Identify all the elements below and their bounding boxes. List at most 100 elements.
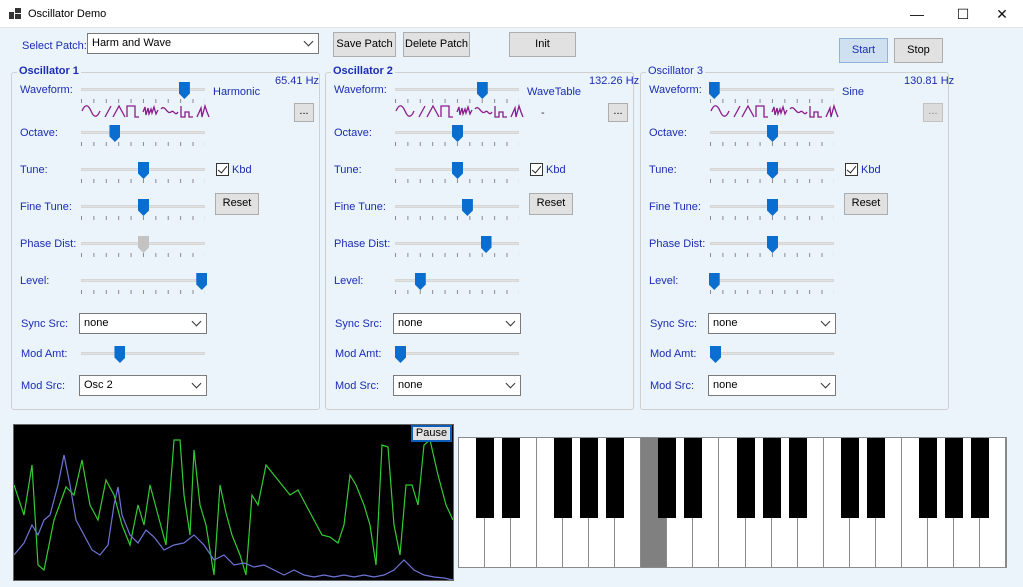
level-slider[interactable] [81,273,208,297]
kbd-checkbox[interactable] [216,163,229,176]
slider-thumb[interactable] [710,346,721,363]
slider-thumb[interactable] [109,125,121,142]
level-slider[interactable] [395,273,519,297]
slider-ticks [395,99,519,103]
mod-amt-slider[interactable] [81,346,205,370]
piano-black-key[interactable] [970,438,989,518]
slider-thumb[interactable] [708,82,720,99]
slider-track [395,242,519,245]
slider-thumb[interactable] [138,199,149,216]
octave-slider[interactable] [81,125,205,149]
waveform-more-button[interactable]: ... [294,103,314,122]
patch-select[interactable]: Harm and Wave [87,33,319,54]
start-button[interactable]: Start [839,38,888,63]
piano-black-key[interactable] [658,438,677,518]
delete-patch-button[interactable]: Delete Patch [403,32,470,57]
piano-black-key[interactable] [866,438,885,518]
phase-dist-slider[interactable] [81,236,205,260]
mod-src-select[interactable]: none [708,375,836,396]
save-patch-button[interactable]: Save Patch [333,32,396,57]
slider-thumb[interactable] [395,346,406,363]
piano-black-key[interactable] [918,438,937,518]
fine-tune-slider[interactable] [81,199,205,223]
piano-black-key[interactable] [840,438,859,518]
fine-tune-slider[interactable] [710,199,834,223]
slider-ticks [395,216,519,220]
waveform-more-button[interactable]: ... [608,103,628,122]
minimize-button[interactable]: — [910,6,924,22]
sync-src-select[interactable]: none [393,313,521,334]
slider-track [395,279,519,282]
octave-slider[interactable] [710,125,834,149]
piano-black-key[interactable] [762,438,781,518]
waveform-slider[interactable] [395,82,519,106]
slider-track [710,352,834,355]
piano-black-key[interactable] [788,438,807,518]
slider-ticks [81,216,205,220]
slider-thumb[interactable] [178,82,190,99]
slider-thumb[interactable] [114,346,126,363]
chevron-down-icon [820,378,831,389]
slider-thumb[interactable] [414,273,426,290]
slider-thumb[interactable] [196,273,208,290]
waveform-icons [710,103,855,122]
sync-src-select[interactable]: none [79,313,207,334]
waveform-slider[interactable] [708,82,834,106]
reset-button[interactable]: Reset [529,193,573,215]
mod-src-value: none [713,379,738,391]
tune-slider[interactable] [81,162,205,186]
kbd-label: Kbd [861,164,881,176]
mod-amt-slider[interactable] [395,346,519,370]
tune-slider[interactable] [395,162,519,186]
piano-black-key[interactable] [684,438,703,518]
slider-thumb[interactable] [461,199,473,216]
slider-thumb[interactable] [452,125,463,142]
reset-button[interactable]: Reset [844,193,888,215]
fine-tune-slider[interactable] [395,199,519,223]
slider-thumb[interactable] [767,162,778,179]
stop-button[interactable]: Stop [894,38,943,63]
slider-thumb[interactable] [767,236,778,253]
slider-thumb[interactable] [767,199,778,216]
init-button[interactable]: Init [509,32,576,57]
octave-label: Octave: [649,127,687,139]
slider-thumb[interactable] [476,82,488,99]
piano-black-key[interactable] [502,438,521,518]
mod-src-select[interactable]: Osc 2 [79,375,207,396]
tune-slider[interactable] [710,162,834,186]
slider-thumb[interactable] [480,236,492,253]
piano-black-key[interactable] [580,438,599,518]
piano-black-key[interactable] [554,438,573,518]
kbd-checkbox[interactable] [845,163,858,176]
close-button[interactable]: ✕ [996,6,1008,22]
slider-thumb[interactable] [708,273,720,290]
phase-dist-slider[interactable] [395,236,519,260]
mod-amt-label: Mod Amt: [21,348,68,360]
sync-src-select[interactable]: none [708,313,836,334]
waveform-more-button[interactable]: ... [923,103,943,122]
level-slider[interactable] [708,273,834,297]
mod-amt-slider[interactable] [710,346,834,370]
scope-trace-blue [13,454,454,581]
piano-black-key[interactable] [944,438,963,518]
mod-src-select[interactable]: none [393,375,521,396]
fine-tune-label: Fine Tune: [334,201,386,213]
tune-label: Tune: [334,164,362,176]
kbd-checkbox[interactable] [530,163,543,176]
waveform-slider[interactable] [81,82,205,106]
reset-button[interactable]: Reset [215,193,259,215]
maximize-button[interactable]: ☐ [956,6,970,22]
piano-black-key[interactable] [606,438,625,518]
slider-thumb[interactable] [767,125,778,142]
phase-dist-slider[interactable] [710,236,834,260]
slider-thumb[interactable] [138,236,149,253]
slider-thumb[interactable] [452,162,463,179]
slider-thumb[interactable] [138,162,149,179]
kbd-label: Kbd [232,164,252,176]
pause-button[interactable]: Pause [411,425,452,442]
piano-black-key[interactable] [736,438,755,518]
piano-black-key[interactable] [476,438,495,518]
octave-slider[interactable] [395,125,519,149]
waveform-icons [81,103,226,122]
waveform-suffix: - [541,107,545,119]
